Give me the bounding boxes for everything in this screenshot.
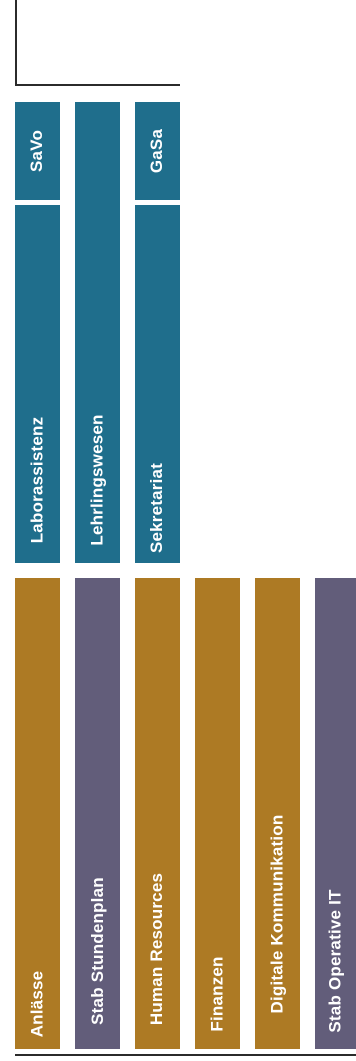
- connector-vertical-line: [15, 0, 17, 86]
- unit-anlaesse[interactable]: Anlässe: [15, 578, 60, 1049]
- unit-human-resources[interactable]: Human Resources: [135, 578, 180, 1049]
- unit-laborassistenz[interactable]: Laborassistenz: [15, 205, 60, 563]
- unit-label: Laborassistenz: [27, 416, 47, 544]
- unit-code-gasa[interactable]: GaSa: [135, 102, 180, 200]
- unit-label: Digitale Kommunikation: [267, 814, 287, 1013]
- unit-stab-operative-it[interactable]: Stab Operative IT: [315, 578, 356, 1049]
- unit-label: Human Resources: [147, 872, 167, 1025]
- unit-label: Lehrlingswesen: [87, 413, 107, 546]
- unit-label: Finanzen: [207, 955, 227, 1032]
- unit-digitale-kommunikation[interactable]: Digitale Kommunikation: [255, 578, 300, 1049]
- unit-stab-stundenplan[interactable]: Stab Stundenplan: [75, 578, 120, 1049]
- bottom-divider-line: [15, 1054, 356, 1056]
- unit-code-label: GaSa: [147, 128, 167, 174]
- unit-label: Stab Operative IT: [325, 888, 345, 1033]
- unit-sekretariat[interactable]: Sekretariat: [135, 205, 180, 563]
- unit-label: Anlässe: [27, 970, 47, 1037]
- connector-horizontal-line: [15, 84, 180, 86]
- unit-code-savo[interactable]: SaVo: [15, 102, 60, 200]
- unit-label: Sekretariat: [147, 462, 167, 554]
- unit-label: Stab Stundenplan: [87, 876, 107, 1025]
- unit-lehrlingswesen[interactable]: Lehrlingswesen: [75, 102, 120, 563]
- unit-code-label: SaVo: [27, 129, 47, 173]
- unit-finanzen[interactable]: Finanzen: [195, 578, 240, 1049]
